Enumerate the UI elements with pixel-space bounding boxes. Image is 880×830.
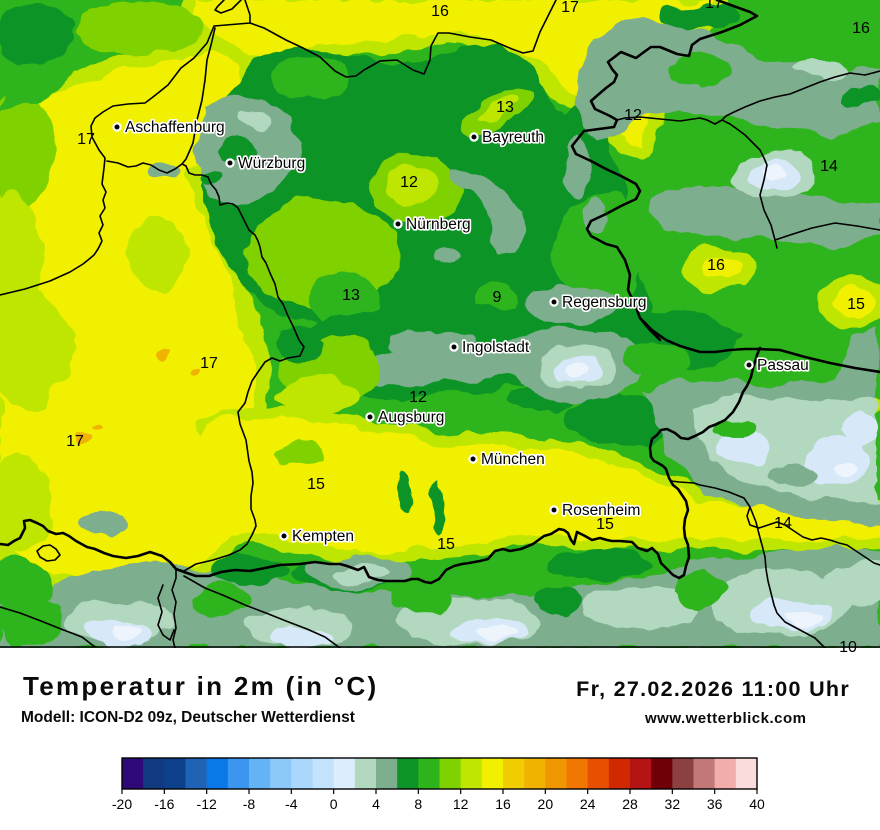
svg-text:-4: -4 [285, 796, 298, 812]
svg-text:12: 12 [453, 796, 469, 812]
svg-text:28: 28 [622, 796, 638, 812]
svg-text:Bayreuth: Bayreuth [482, 129, 544, 146]
svg-text:17: 17 [66, 433, 84, 450]
svg-text:36: 36 [707, 796, 723, 812]
svg-text:17: 17 [561, 0, 579, 16]
svg-text:16: 16 [495, 796, 511, 812]
svg-text:Rosenheim: Rosenheim [562, 502, 640, 519]
svg-text:20: 20 [538, 796, 554, 812]
svg-text:12: 12 [624, 107, 642, 124]
svg-text:Nürnberg: Nürnberg [406, 216, 471, 233]
svg-text:-20: -20 [112, 796, 132, 812]
svg-text:15: 15 [307, 476, 325, 493]
svg-text:-16: -16 [154, 796, 174, 812]
svg-text:40: 40 [749, 796, 765, 812]
svg-text:4: 4 [372, 796, 380, 812]
svg-text:Regensburg: Regensburg [562, 294, 646, 311]
svg-text:-8: -8 [243, 796, 256, 812]
svg-text:17: 17 [200, 355, 218, 372]
svg-text:Ingolstadt: Ingolstadt [462, 339, 530, 356]
svg-text:12: 12 [409, 389, 427, 406]
svg-text:17: 17 [77, 131, 95, 148]
svg-text:München: München [481, 451, 545, 468]
svg-text:Aschaffenburg: Aschaffenburg [125, 119, 225, 136]
svg-text:14: 14 [774, 515, 792, 532]
svg-text:15: 15 [847, 296, 865, 313]
svg-text:13: 13 [496, 99, 514, 116]
svg-text:16: 16 [707, 257, 725, 274]
svg-text:Würzburg: Würzburg [238, 155, 305, 172]
svg-text:15: 15 [596, 516, 614, 533]
svg-text:14: 14 [820, 158, 838, 175]
svg-text:13: 13 [342, 287, 360, 304]
svg-text:9: 9 [493, 289, 502, 306]
svg-text:17: 17 [705, 0, 723, 12]
svg-text:16: 16 [852, 20, 870, 37]
svg-text:24: 24 [580, 796, 596, 812]
svg-text:0: 0 [330, 796, 338, 812]
svg-text:Kempten: Kempten [292, 528, 354, 545]
svg-text:-12: -12 [197, 796, 217, 812]
svg-text:Passau: Passau [757, 357, 809, 374]
svg-text:12: 12 [400, 174, 418, 191]
svg-text:32: 32 [665, 796, 681, 812]
svg-text:15: 15 [437, 536, 455, 553]
svg-text:16: 16 [431, 3, 449, 20]
svg-text:Augsburg: Augsburg [378, 409, 444, 426]
svg-text:8: 8 [414, 796, 422, 812]
